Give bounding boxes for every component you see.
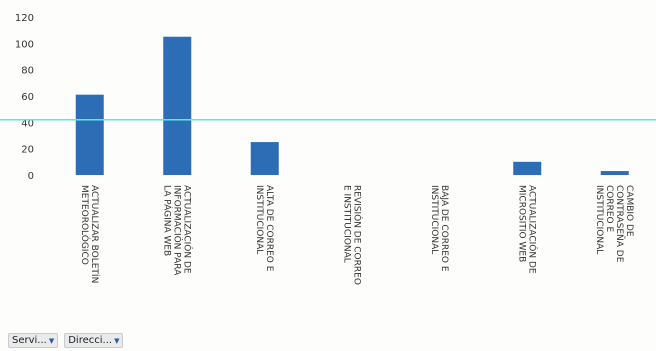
x-category-label-line: CORREO E bbox=[604, 185, 614, 233]
bars bbox=[75, 36, 629, 175]
x-category-label-line: CONTRASEÑA DE bbox=[614, 185, 625, 263]
bar[interactable] bbox=[163, 36, 192, 175]
x-category-label-line: INFORMACIÓN PARA bbox=[171, 185, 183, 276]
y-tick-label: 20 bbox=[21, 145, 34, 156]
y-tick-label: 40 bbox=[21, 118, 34, 129]
x-category-label-line: BAJA DE CORREO E bbox=[439, 185, 449, 272]
x-category-label: ACTUALIZAR BOLETÍNMETEOROLÓGICO bbox=[79, 185, 101, 283]
x-category-label-line: ACTUALIZACIÓN DE bbox=[181, 185, 193, 274]
x-category-label: ALTA DE CORREO EINSTITUCIONAL bbox=[254, 185, 274, 272]
y-tick-label: 60 bbox=[21, 92, 34, 103]
x-category-label: ACTUALIZACIÓN DEINFORMACIÓN PARALA PÁGIN… bbox=[161, 185, 193, 276]
bar[interactable] bbox=[600, 171, 629, 175]
dropdown-triangle-icon: ▼ bbox=[48, 336, 55, 345]
y-tick-label: 120 bbox=[15, 13, 34, 24]
bar[interactable] bbox=[513, 161, 542, 175]
x-category-label-line: CAMBIO DE bbox=[624, 185, 634, 237]
y-tick-label: 0 bbox=[28, 171, 34, 182]
x-category-label-line: ACTUALIZACIÓN DE bbox=[526, 185, 538, 274]
filter-servicio-button[interactable]: Servi... ▼ bbox=[8, 333, 59, 348]
category-labels: ACTUALIZAR BOLETÍNMETEOROLÓGICO ACTUALIZA… bbox=[79, 185, 634, 285]
x-category-label-line: ACTUALIZAR BOLETÍN bbox=[89, 185, 101, 283]
x-category-label-line: INSTITUCIONAL bbox=[254, 185, 264, 254]
bar[interactable] bbox=[250, 142, 279, 175]
x-category-label: BAJA DE CORREO EINSTITUCIONAL bbox=[429, 185, 449, 272]
y-tick-label: 100 bbox=[15, 39, 34, 50]
x-category-label-line: LA PÁGINA WEB bbox=[161, 185, 173, 256]
x-category-label: REVISIÓN DE CORREOE INSTITUCIONAL bbox=[341, 185, 363, 285]
filter-direccion-button[interactable]: Direcci... ▼ bbox=[64, 333, 124, 348]
x-category-label-line: REVISIÓN DE CORREO bbox=[351, 185, 363, 285]
bar[interactable] bbox=[75, 94, 104, 175]
y-axis: 0 20 40 60 80 100 120 bbox=[15, 13, 34, 182]
x-category-label-line: METEOROLÓGICO bbox=[79, 185, 91, 265]
y-tick-label: 80 bbox=[21, 66, 34, 77]
filter-bar: Servi... ▼ Direcci... ▼ bbox=[8, 333, 124, 348]
x-category-label-line: INSTITUCIONAL bbox=[429, 185, 439, 254]
filter-direccion-label: Direcci... bbox=[68, 335, 113, 346]
x-category-label: CAMBIO DECONTRASEÑA DECORREO EINSTITUCIO… bbox=[594, 185, 634, 263]
x-category-label-line: ALTA DE CORREO E bbox=[264, 185, 274, 272]
x-category-label-line: MICROSITIO WEB bbox=[516, 185, 526, 262]
dropdown-triangle-icon: ▼ bbox=[114, 336, 120, 345]
x-category-label-line: INSTITUCIONAL bbox=[594, 185, 604, 254]
filter-servicio-label: Servi... bbox=[12, 335, 47, 346]
x-category-label-line: E INSTITUCIONAL bbox=[341, 185, 351, 263]
x-category-label: ACTUALIZACIÓN DEMICROSITIO WEB bbox=[516, 185, 538, 274]
